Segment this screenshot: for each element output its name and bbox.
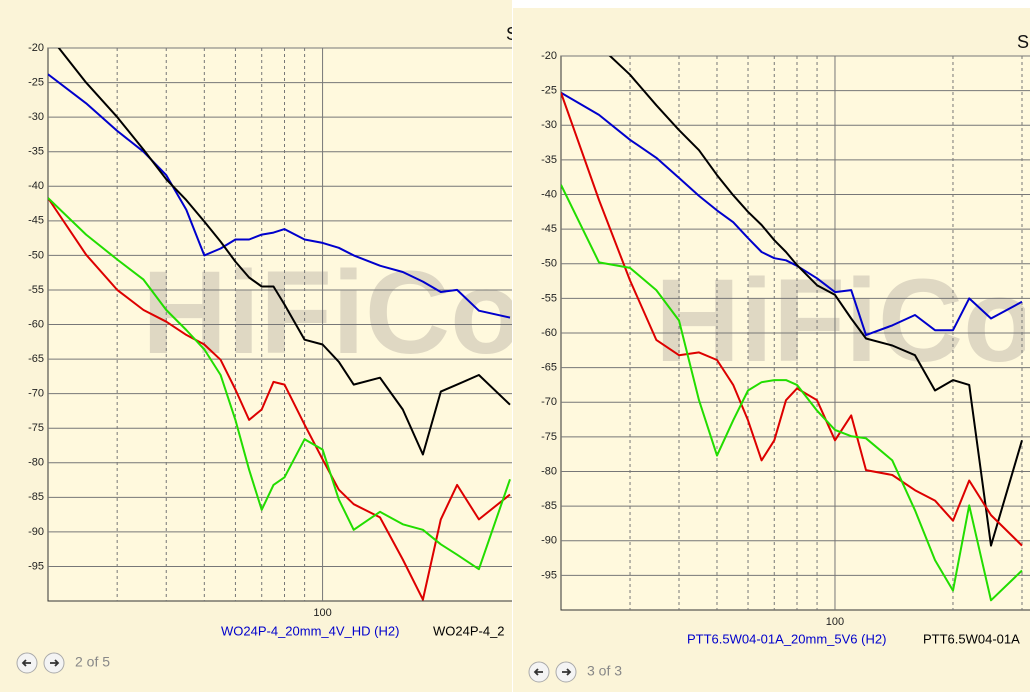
y-tick-label: -65 bbox=[541, 362, 557, 374]
y-tick-label: -25 bbox=[28, 76, 44, 88]
y-tick-label: -70 bbox=[28, 388, 44, 400]
next-button[interactable] bbox=[555, 661, 577, 683]
legend-entry: PTT6.5W04-01A_20mm_5V6 (H2) bbox=[687, 631, 886, 646]
series-line bbox=[48, 197, 511, 601]
series-line bbox=[48, 73, 511, 319]
chart-title: S bbox=[506, 24, 518, 44]
y-tick-label: -75 bbox=[28, 422, 44, 434]
arrow-icon[interactable] bbox=[21, 659, 31, 667]
y-tick-label: -70 bbox=[541, 396, 557, 408]
y-tick-label: -95 bbox=[28, 560, 44, 572]
y-tick-label: -55 bbox=[541, 292, 557, 304]
y-tick-label: -20 bbox=[541, 50, 557, 62]
series-line bbox=[608, 56, 1023, 547]
arrow-icon[interactable] bbox=[50, 659, 60, 667]
y-tick-label: -50 bbox=[541, 258, 557, 270]
y-tick-label: -45 bbox=[28, 215, 44, 227]
chart-panel: HiFiCo-20-25-30-35-40-45-50-55-60-65-70-… bbox=[513, 8, 1030, 692]
legend-entry: WO24P-4_20mm_4V_HD (H2) bbox=[221, 623, 399, 638]
prev-button[interactable] bbox=[16, 652, 38, 674]
y-tick-label: -85 bbox=[541, 500, 557, 512]
x-tick-label: 100 bbox=[826, 616, 844, 628]
legend-entry: WO24P-4_2 bbox=[433, 623, 505, 638]
y-tick-label: -30 bbox=[28, 111, 44, 123]
pager-text: 3 of 3 bbox=[587, 663, 622, 679]
series-line bbox=[561, 184, 1023, 602]
y-tick-label: -90 bbox=[541, 535, 557, 547]
y-tick-label: -50 bbox=[28, 249, 44, 261]
next-button[interactable] bbox=[43, 652, 65, 674]
y-tick-label: -40 bbox=[541, 188, 557, 200]
y-tick-label: -80 bbox=[541, 465, 557, 477]
y-tick-label: -55 bbox=[28, 284, 44, 296]
x-tick-label: 100 bbox=[313, 607, 331, 619]
watermark: HiFiCo bbox=[142, 247, 522, 379]
chart-title: S bbox=[1017, 32, 1029, 52]
y-tick-label: -85 bbox=[28, 491, 44, 503]
y-tick-label: -60 bbox=[28, 318, 44, 330]
y-tick-label: -60 bbox=[541, 327, 557, 339]
y-tick-label: -95 bbox=[541, 569, 557, 581]
plot-series bbox=[561, 56, 1023, 602]
y-tick-label: -90 bbox=[28, 526, 44, 538]
series-line bbox=[561, 91, 1023, 337]
y-tick-label: -35 bbox=[541, 154, 557, 166]
y-tick-label: -35 bbox=[28, 146, 44, 158]
y-tick-label: -45 bbox=[541, 223, 557, 235]
arrow-icon[interactable] bbox=[533, 668, 543, 676]
y-tick-label: -80 bbox=[28, 457, 44, 469]
plot-series bbox=[48, 48, 511, 601]
series-line bbox=[561, 92, 1023, 547]
legend-entry: PTT6.5W04-01A bbox=[923, 631, 1020, 646]
y-tick-label: -75 bbox=[541, 431, 557, 443]
y-tick-label: -40 bbox=[28, 180, 44, 192]
arrow-icon[interactable] bbox=[562, 668, 572, 676]
prev-button[interactable] bbox=[528, 661, 550, 683]
y-tick-label: -65 bbox=[28, 353, 44, 365]
y-tick-label: -30 bbox=[541, 119, 557, 131]
series-line bbox=[48, 197, 511, 571]
series-line bbox=[57, 48, 511, 456]
y-tick-label: -20 bbox=[28, 42, 44, 54]
pager-text: 2 of 5 bbox=[75, 654, 110, 670]
y-tick-label: -25 bbox=[541, 85, 557, 97]
